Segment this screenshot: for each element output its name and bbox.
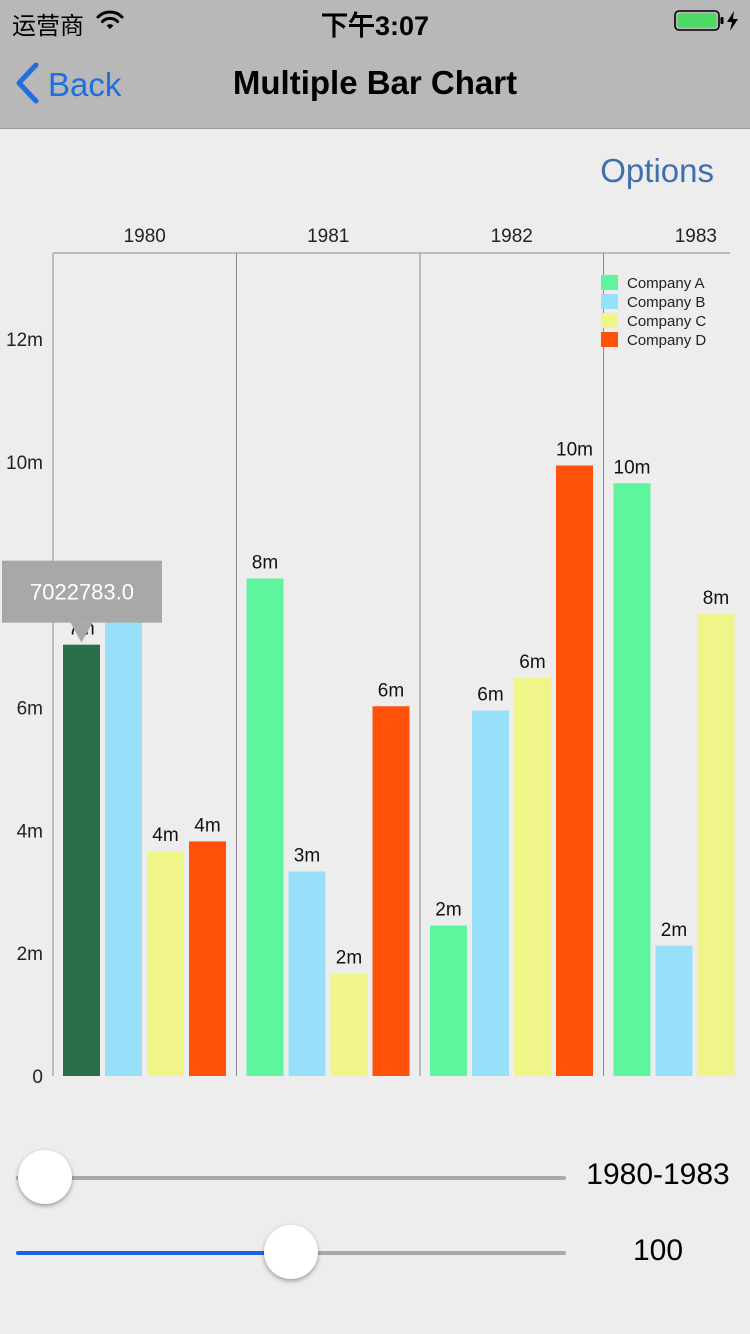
y-tick-label: 12m [6,330,43,351]
bar-chart[interactable]: 02m4m6m8m10m12m19801981198219837m8m4m4m8… [0,210,750,1090]
y-tick-label: 4m [17,821,43,842]
x-range-value: 1980-1983 [586,1158,730,1191]
bar[interactable] [556,465,593,1076]
carrier-label: 运营商 [12,12,84,40]
bar[interactable] [514,678,551,1076]
y-range-slider[interactable] [16,1223,566,1283]
tooltip-text: 7022783.0 [30,580,134,605]
bar-value-label: 4m [152,825,178,846]
bar[interactable] [147,851,184,1076]
bar[interactable] [246,578,284,1076]
bar[interactable] [372,706,410,1076]
legend-label: Company A [627,275,705,292]
bar-value-label: 4m [194,815,220,836]
bar-value-label: 2m [435,900,461,921]
y-tick-label: 6m [17,698,43,719]
bar[interactable] [655,945,693,1076]
tooltip-box [2,560,162,623]
bar-value-label: 10m [556,440,593,461]
bar[interactable] [189,841,226,1076]
x-tick-label: 1983 [675,226,717,247]
bar-value-label: 10m [614,457,651,478]
bar[interactable] [613,483,651,1077]
navigation-bar: Back Multiple Bar Chart [0,40,750,129]
bar-value-label: 2m [661,920,687,941]
bar[interactable] [63,644,100,1076]
x-range-slider-track[interactable] [16,1176,566,1180]
y-tick-label: 10m [6,453,43,474]
x-tick-label: 1980 [124,226,166,247]
x-range-slider-thumb[interactable] [18,1150,72,1204]
bar-value-label: 6m [378,680,404,701]
y-range-value: 100 [632,1234,684,1267]
bar-value-label: 6m [477,685,503,706]
legend-swatch [601,313,618,328]
legend-label: Company B [627,294,705,311]
bar-value-label: 6m [519,652,545,673]
y-range-slider-fill [16,1251,291,1255]
options-button[interactable]: Options [600,152,714,189]
wifi-icon [96,9,124,36]
chevron-left-icon [14,62,40,109]
bar-value-label: 2m [336,947,362,968]
legend-swatch [601,332,618,347]
x-range-slider[interactable] [16,1148,566,1208]
bar[interactable] [472,710,509,1076]
legend-swatch [601,294,618,309]
bar[interactable] [697,614,735,1076]
x-tick-label: 1981 [307,226,349,247]
bar-value-label: 8m [703,588,729,609]
legend-label: Company C [627,313,706,330]
battery-icon [674,10,744,37]
x-tick-label: 1982 [491,226,533,247]
status-bar: 运营商 下午3:07 [0,0,750,41]
legend-swatch [601,275,618,290]
status-time: 下午3:07 [320,11,430,41]
back-label: Back [48,66,122,103]
bar-value-label: 8m [252,553,278,574]
back-button[interactable]: Back [14,62,121,108]
bar[interactable] [105,615,142,1076]
bar-value-label: 3m [294,845,320,866]
bar[interactable] [288,871,326,1076]
legend-label: Company D [627,332,706,349]
y-tick-label: 0 [32,1067,43,1088]
y-tick-label: 2m [17,944,43,965]
bar[interactable] [330,973,368,1076]
tooltip-pointer [70,622,93,643]
bar[interactable] [430,925,467,1076]
y-range-slider-thumb[interactable] [264,1225,318,1279]
